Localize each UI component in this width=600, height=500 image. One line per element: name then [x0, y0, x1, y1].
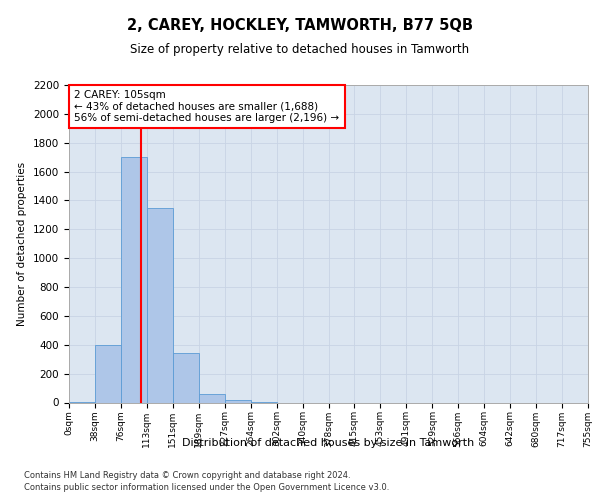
Text: 2 CAREY: 105sqm
← 43% of detached houses are smaller (1,688)
56% of semi-detache: 2 CAREY: 105sqm ← 43% of detached houses…: [74, 90, 340, 123]
Bar: [95, 345, 121, 403]
Text: 2, CAREY, HOCKLEY, TAMWORTH, B77 5QB: 2, CAREY, HOCKLEY, TAMWORTH, B77 5QB: [127, 18, 473, 32]
Bar: [199, 394, 224, 402]
Bar: [225, 400, 251, 402]
Text: Size of property relative to detached houses in Tamworth: Size of property relative to detached ho…: [130, 42, 470, 56]
Text: Contains HM Land Registry data © Crown copyright and database right 2024.: Contains HM Land Registry data © Crown c…: [24, 471, 350, 480]
Text: Distribution of detached houses by size in Tamworth: Distribution of detached houses by size …: [182, 438, 475, 448]
Text: Contains public sector information licensed under the Open Government Licence v3: Contains public sector information licen…: [24, 483, 389, 492]
Y-axis label: Number of detached properties: Number of detached properties: [17, 162, 28, 326]
Bar: [147, 208, 173, 402]
Bar: [121, 157, 147, 402]
Bar: [173, 354, 199, 403]
